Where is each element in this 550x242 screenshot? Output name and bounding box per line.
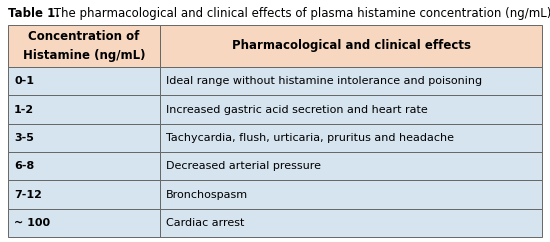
Text: Decreased arterial pressure: Decreased arterial pressure (166, 161, 321, 171)
Bar (8, 124, 160, 152)
Bar (8, 67, 160, 95)
Text: 0-1: 0-1 (14, 76, 34, 86)
Text: 7-12: 7-12 (14, 189, 42, 199)
Bar (8, 209, 160, 237)
Text: Ideal range without histamine intolerance and poisoning: Ideal range without histamine intoleranc… (166, 76, 482, 86)
Text: ~ 100: ~ 100 (14, 218, 50, 228)
Bar (160, 67, 542, 95)
Bar (8, 152, 160, 180)
Bar (8, 180, 160, 209)
Bar (160, 209, 542, 237)
Text: Pharmacological and clinical effects: Pharmacological and clinical effects (232, 39, 471, 53)
Bar (8, 25, 160, 67)
Text: 1-2: 1-2 (14, 105, 34, 114)
Bar (160, 95, 542, 124)
Text: Bronchospasm: Bronchospasm (166, 189, 248, 199)
Text: Table 1.: Table 1. (8, 7, 60, 20)
Bar (160, 152, 542, 180)
Text: Cardiac arrest: Cardiac arrest (166, 218, 245, 228)
Bar (8, 95, 160, 124)
Text: Increased gastric acid secretion and heart rate: Increased gastric acid secretion and hea… (166, 105, 428, 114)
Text: Concentration of
Histamine (ng/mL): Concentration of Histamine (ng/mL) (23, 30, 145, 61)
Text: 6-8: 6-8 (14, 161, 34, 171)
Bar (160, 124, 542, 152)
Text: 3-5: 3-5 (14, 133, 34, 143)
Text: Tachycardia, flush, urticaria, pruritus and headache: Tachycardia, flush, urticaria, pruritus … (166, 133, 454, 143)
Bar (160, 25, 542, 67)
Bar (160, 180, 542, 209)
Text: The pharmacological and clinical effects of plasma histamine concentration (ng/m: The pharmacological and clinical effects… (50, 7, 550, 20)
